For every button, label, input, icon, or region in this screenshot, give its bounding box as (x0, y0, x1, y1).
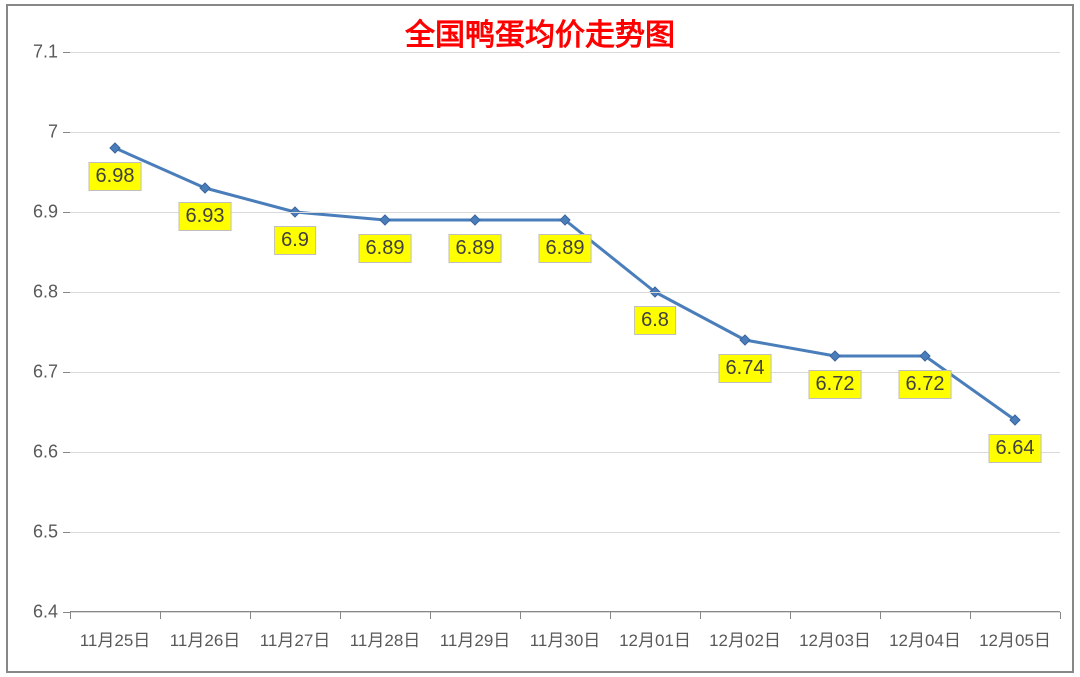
x-axis-label: 11月30日 (530, 626, 601, 651)
data-label: 6.9 (274, 226, 316, 255)
y-tick (63, 292, 70, 293)
x-tick (790, 612, 791, 619)
x-tick (520, 612, 521, 619)
x-axis-label: 11月28日 (350, 626, 421, 651)
chart-title: 全国鸭蛋均价走势图 (405, 10, 675, 54)
grid-line (70, 532, 1060, 533)
x-axis-label: 12月02日 (709, 626, 781, 651)
y-axis-label: 7.1 (33, 42, 58, 63)
y-tick (63, 212, 70, 213)
x-tick (70, 612, 71, 619)
y-axis-label: 6.7 (33, 362, 58, 383)
grid-line (70, 52, 1060, 53)
y-axis-label: 6.9 (33, 202, 58, 223)
data-label: 6.8 (634, 306, 676, 335)
line-layer (70, 52, 1060, 612)
series-line (115, 148, 1015, 420)
x-tick (610, 612, 611, 619)
x-tick (250, 612, 251, 619)
data-marker (830, 351, 840, 361)
data-marker (470, 215, 480, 225)
x-tick (430, 612, 431, 619)
data-label: 6.89 (449, 234, 502, 263)
x-tick (160, 612, 161, 619)
x-axis-label: 12月04日 (889, 626, 961, 651)
x-tick (880, 612, 881, 619)
x-tick (700, 612, 701, 619)
data-marker (200, 183, 210, 193)
data-label: 6.64 (989, 434, 1042, 463)
y-tick (63, 612, 70, 613)
y-tick (63, 452, 70, 453)
x-axis-label: 12月01日 (619, 626, 691, 651)
y-tick (63, 372, 70, 373)
y-axis-label: 6.5 (33, 522, 58, 543)
y-axis-label: 6.8 (33, 282, 58, 303)
x-axis-line (70, 611, 1060, 612)
x-tick (1060, 612, 1061, 619)
x-axis-label: 12月03日 (799, 626, 871, 651)
x-axis-label: 11月25日 (80, 626, 151, 651)
grid-line (70, 132, 1060, 133)
data-label: 6.74 (719, 354, 772, 383)
x-axis-label: 11月29日 (440, 626, 511, 651)
grid-line (70, 292, 1060, 293)
data-label: 6.89 (539, 234, 592, 263)
y-tick (63, 532, 70, 533)
data-label: 6.89 (359, 234, 412, 263)
x-axis-label: 11月26日 (170, 626, 241, 651)
y-tick (63, 52, 70, 53)
x-axis-label: 11月27日 (260, 626, 331, 651)
grid-line (70, 452, 1060, 453)
data-marker (110, 143, 120, 153)
x-tick (340, 612, 341, 619)
grid-line (70, 612, 1060, 613)
data-label: 6.98 (89, 162, 142, 191)
x-axis-label: 12月05日 (979, 626, 1051, 651)
y-axis-label: 6.4 (33, 602, 58, 623)
y-axis-label: 7 (48, 122, 58, 143)
data-label: 6.93 (179, 202, 232, 231)
data-marker (380, 215, 390, 225)
data-label: 6.72 (809, 370, 862, 399)
plot-area (70, 52, 1060, 612)
y-axis-label: 6.6 (33, 442, 58, 463)
x-tick (970, 612, 971, 619)
data-label: 6.72 (899, 370, 952, 399)
y-tick (63, 132, 70, 133)
